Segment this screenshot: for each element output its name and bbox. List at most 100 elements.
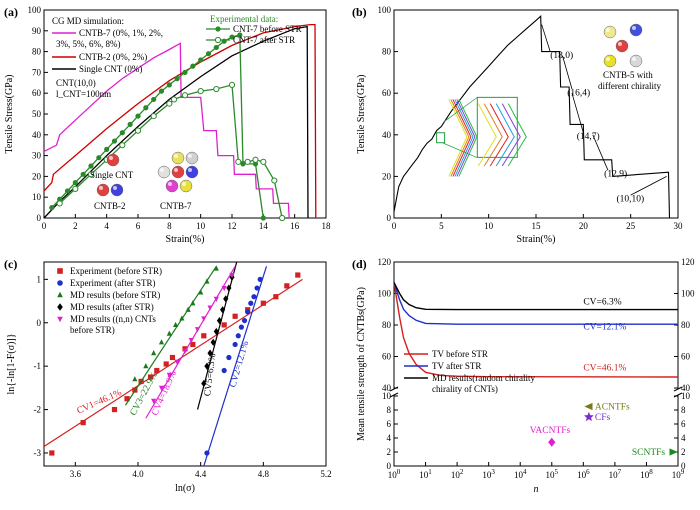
y-tick-label: 4 <box>387 433 392 443</box>
data-point <box>221 322 227 328</box>
axis-break-mark <box>673 386 683 392</box>
legend-entry: MD results ((n,n) CNTs <box>70 314 156 324</box>
material-label: SCNTFs <box>632 448 666 458</box>
y-tick-label: 0 <box>681 461 686 471</box>
cnt-ball-highlight <box>174 154 178 158</box>
data-point <box>244 158 251 165</box>
data-point <box>158 385 165 391</box>
legend-entry: CNT-7 after STR <box>233 35 295 45</box>
data-point <box>295 272 301 278</box>
cnt-ball-highlight <box>632 26 636 30</box>
x-tick-label: 4.4 <box>195 469 207 479</box>
data-point <box>104 146 110 152</box>
cv-label: CV=46.1% <box>583 364 626 374</box>
panel-b: (b) 0 5 10 15 20 25 30 0 20 40 60 80 100 Strain(%) Tens… <box>352 5 683 245</box>
data-point <box>226 354 232 361</box>
data-point <box>166 372 172 378</box>
material-point <box>669 448 678 456</box>
y-tick-label: 80 <box>681 320 691 330</box>
data-point <box>213 44 219 51</box>
y-tick-label: 20 <box>32 171 42 181</box>
y-tick-label: 10 <box>32 192 42 202</box>
data-point <box>226 284 232 292</box>
x-tick-label: 10 <box>484 221 494 231</box>
data-point <box>182 348 188 355</box>
data-point <box>166 100 173 107</box>
y-tick-label: 8 <box>681 405 686 415</box>
legend-entry: chirality of CNTs) <box>432 384 498 394</box>
cnt-ball <box>110 183 124 197</box>
cnt-ball-highlight <box>160 168 164 172</box>
data-point <box>238 324 244 330</box>
data-point <box>80 171 86 177</box>
lattice-line <box>477 103 497 167</box>
cnt-ball <box>106 153 120 167</box>
fit-line <box>145 266 236 419</box>
data-point <box>257 276 263 282</box>
data-point <box>221 38 227 44</box>
cnt-ball <box>157 165 171 179</box>
data-point <box>64 188 71 194</box>
data-point <box>213 296 219 302</box>
x-tick-label: 14 <box>259 221 269 231</box>
x-tick-label: 104 <box>514 468 527 480</box>
chirality-label: (18,0) <box>550 50 573 61</box>
legend-marker <box>57 303 63 311</box>
cnt-ball-highlight <box>188 154 192 158</box>
data-point <box>204 278 210 284</box>
data-point <box>240 161 246 167</box>
y-tick-label: 1 <box>37 274 42 284</box>
y-tick-label: 0 <box>37 213 42 223</box>
cnt-ball <box>171 165 185 179</box>
data-point <box>284 283 290 289</box>
panel-a: (a) 0 2 4 6 8 10 12 14 16 18 0 10 20 30 40 50 60 70 80 90 100… <box>4 5 331 245</box>
y-tick-label: 120 <box>681 257 695 267</box>
chirality-label: (16,4) <box>567 87 590 98</box>
legend-entry: TV after STR <box>432 361 481 371</box>
y-tick-label: 60 <box>681 352 691 362</box>
data-point <box>197 88 204 95</box>
cnt-ball-highlight <box>606 57 610 61</box>
lattice-line <box>495 103 515 167</box>
y-axis-label: Tensile Stress(GPa) <box>356 74 367 153</box>
axis-break-mask <box>390 389 398 395</box>
material-label: CFs <box>595 413 611 423</box>
lattice-line <box>458 99 478 177</box>
cv-fit-label: CV2=12.1% <box>228 340 251 389</box>
data-point <box>88 163 94 169</box>
fit-line <box>44 278 303 447</box>
y-axis-label: ln{-ln[1-F(σ)]} <box>6 333 17 394</box>
x-axis-label: Strain(%) <box>517 234 556 245</box>
y-tick-label: 80 <box>382 320 392 330</box>
material-point <box>584 411 594 422</box>
plot-frame <box>393 9 679 219</box>
panel-label-c: (c) <box>4 257 17 271</box>
data-point <box>201 379 207 388</box>
data-point <box>216 316 223 325</box>
data-point <box>124 396 130 402</box>
y-tick-label: 4 <box>681 433 686 443</box>
y-tick-label: 8 <box>387 405 392 415</box>
y-tick-label: -3 <box>34 448 42 458</box>
data-point <box>147 374 154 380</box>
chirality-label: (12,9) <box>604 168 627 179</box>
cv-label: CV=6.3% <box>583 298 621 308</box>
data-point <box>182 69 188 75</box>
plot-frame <box>393 261 679 467</box>
legend-entry: MD results (before STR) <box>70 290 160 300</box>
data-point <box>235 158 242 165</box>
x-tick-exponent: 9 <box>681 468 685 476</box>
x-tick-base: 10 <box>672 470 682 480</box>
x-tick-label: 5 <box>439 221 444 231</box>
legend-marker <box>57 268 63 274</box>
x-tick-label: 3.6 <box>70 469 82 479</box>
x-tick-label: 105 <box>546 468 559 480</box>
data-point <box>190 300 196 306</box>
data-point <box>210 338 216 346</box>
x-tick-base: 10 <box>546 470 556 480</box>
x-tick-label: 0 <box>42 221 47 231</box>
data-point <box>154 367 160 374</box>
cnt-ball-highlight <box>113 186 117 190</box>
data-point <box>232 341 238 348</box>
data-point <box>207 305 213 311</box>
